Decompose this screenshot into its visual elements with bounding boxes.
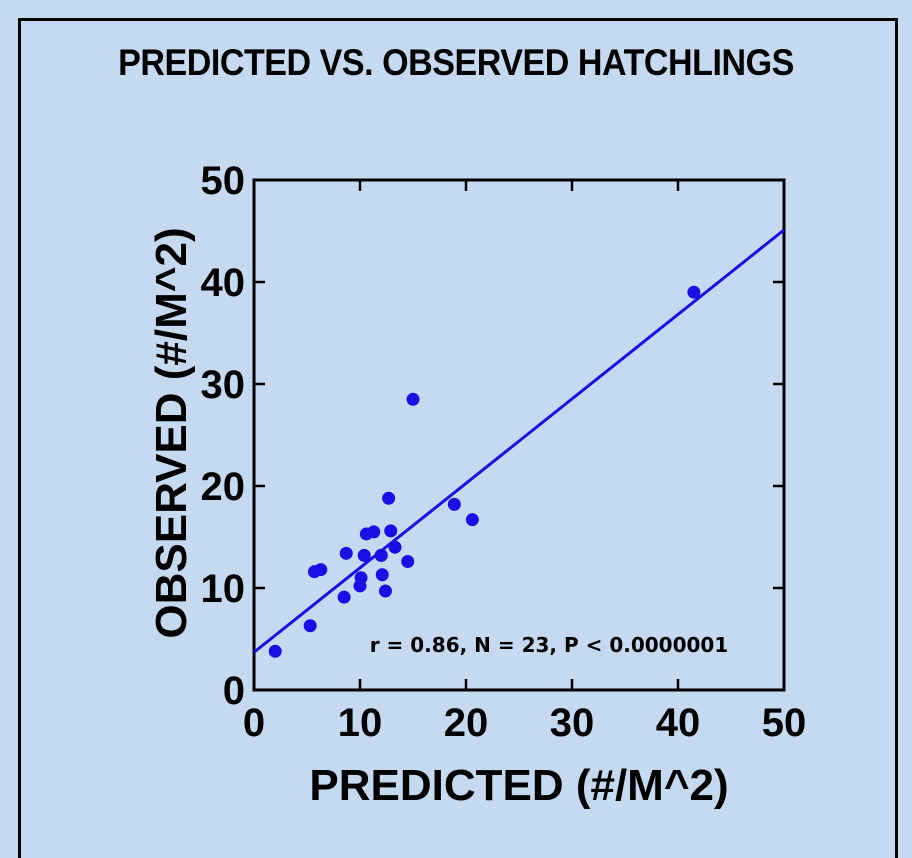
chart-title: PREDICTED VS. OBSERVED HATCHLINGS	[118, 42, 794, 83]
data-point	[375, 568, 389, 582]
y-tick-label: 0	[223, 669, 245, 713]
y-tick-label: 40	[201, 261, 246, 305]
data-point	[357, 548, 371, 562]
x-tick-label: 10	[338, 701, 383, 745]
y-axis-label: OBSERVED (#/M^2)	[147, 227, 196, 638]
data-point	[339, 546, 353, 560]
data-point	[374, 548, 388, 562]
y-tick-label: 10	[201, 567, 246, 611]
x-tick-label: 30	[550, 701, 595, 745]
data-point	[465, 513, 479, 527]
y-tick-label: 30	[201, 363, 246, 407]
y-tick-label: 20	[201, 465, 246, 509]
x-axis-label: PREDICTED (#/M^2)	[309, 761, 728, 810]
data-point	[447, 497, 461, 511]
x-tick-label: 40	[656, 701, 701, 745]
scatter-chart: 0 10 20 30 40 50 0 10 20 30 40 50 PREDICTED (#/M^2) O…	[147, 159, 807, 810]
data-point	[303, 619, 317, 633]
data-point	[384, 524, 398, 538]
stats-annotation: r = 0.86, N = 23, P < 0.0000001	[370, 633, 729, 657]
plot-frame	[252, 178, 786, 692]
data-point	[367, 525, 381, 539]
data-point	[687, 285, 701, 299]
data-point	[268, 644, 282, 658]
data-point	[388, 540, 402, 554]
data-point	[337, 590, 351, 604]
x-tick-label: 0	[243, 701, 265, 745]
chart-panel	[18, 18, 898, 858]
regression-line	[254, 228, 785, 654]
data-point	[382, 491, 396, 505]
data-point	[406, 392, 420, 406]
x-tick-label: 20	[444, 701, 489, 745]
data-point	[354, 571, 368, 585]
y-tick-label: 50	[201, 159, 246, 203]
data-point	[314, 563, 328, 577]
x-tick-label: 50	[762, 701, 807, 745]
data-point	[401, 554, 415, 568]
data-point	[378, 584, 392, 598]
